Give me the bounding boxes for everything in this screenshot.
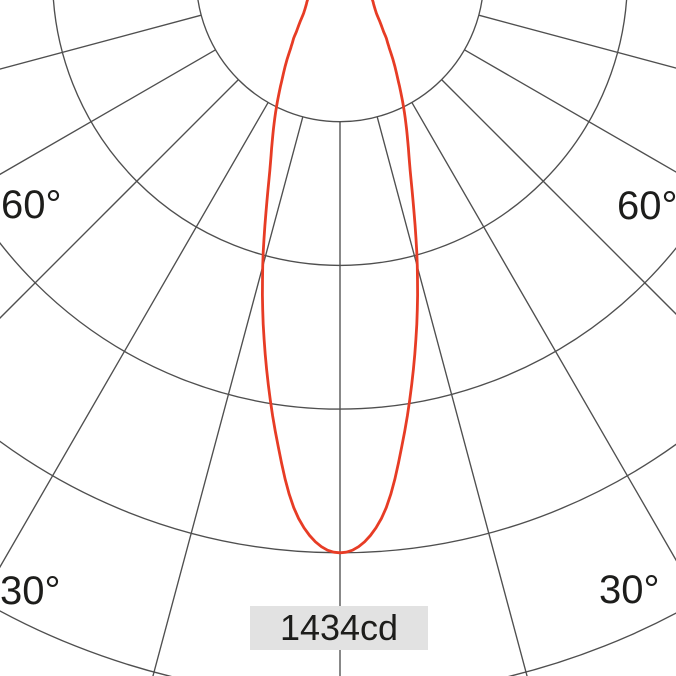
- angle-label-30-left: 30°: [0, 569, 61, 613]
- angle-label-60-left: 60°: [1, 183, 62, 227]
- angle-label-30-right: 30°: [599, 568, 660, 612]
- angle-label-60-right: 60°: [617, 184, 676, 228]
- max-intensity-value: 1434cd: [279, 607, 399, 648]
- max-intensity-badge: 1434cd: [250, 606, 428, 650]
